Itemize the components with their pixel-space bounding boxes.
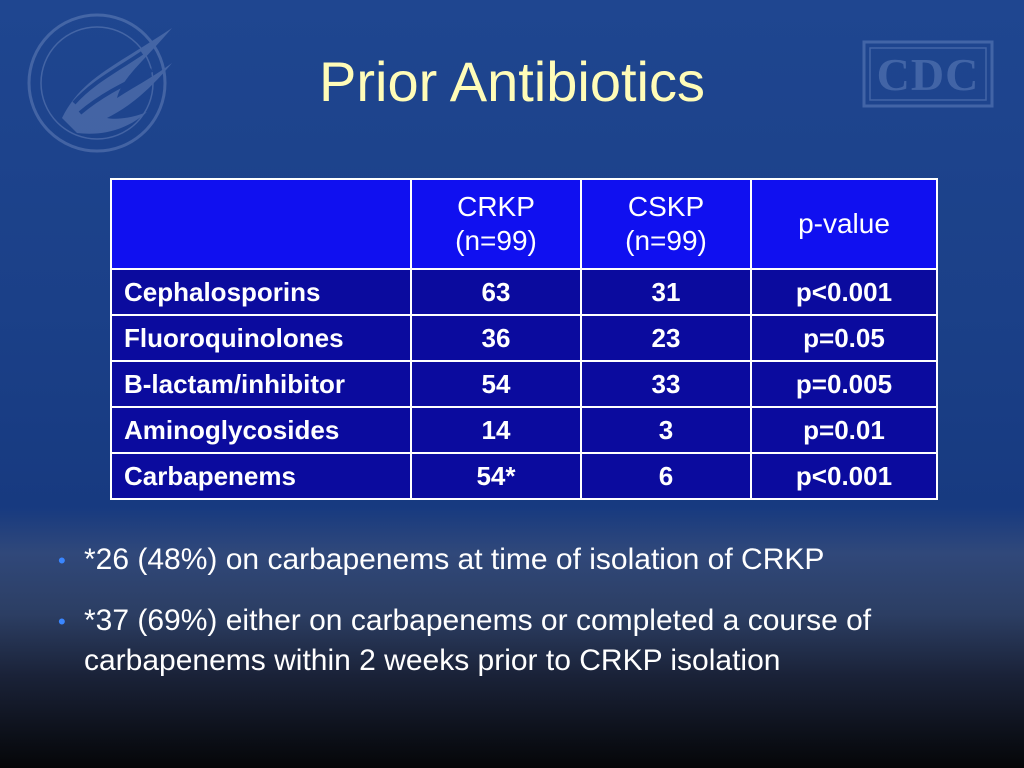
header-cskp: CSKP (n=99): [580, 178, 752, 270]
crkp-value: 63: [410, 268, 582, 316]
footnote-text: *26 (48%) on carbapenems at time of isol…: [84, 543, 825, 576]
row-label: B-lactam/inhibitor: [110, 360, 412, 408]
footnotes: • *26 (48%) on carbapenems at time of is…: [58, 540, 958, 702]
header-empty-cell: [110, 178, 411, 270]
crkp-value: 54: [410, 360, 582, 408]
row-label: Fluoroquinolones: [110, 314, 412, 362]
p-value: p=0.05: [750, 314, 938, 362]
cdc-logo: CDC: [862, 40, 994, 108]
header-crkp: CRKP (n=99): [410, 178, 582, 270]
cskp-value: 3: [580, 406, 752, 454]
cskp-value: 6: [580, 452, 752, 500]
bullet-icon: •: [58, 548, 66, 573]
row-label: Aminoglycosides: [110, 406, 412, 454]
p-value: p<0.001: [750, 268, 938, 316]
crkp-value: 54*: [410, 452, 582, 500]
cskp-value: 33: [580, 360, 752, 408]
table-header-row: CRKP (n=99) CSKP (n=99) p-value: [110, 178, 938, 270]
crkp-value: 14: [410, 406, 582, 454]
slide-title: Prior Antibiotics: [319, 50, 705, 113]
row-label: Carbapenems: [110, 452, 412, 500]
antibiotics-table: CRKP (n=99) CSKP (n=99) p-value Cephalos…: [110, 178, 938, 500]
cdc-logo-text: CDC: [876, 49, 980, 100]
p-value: p=0.005: [750, 360, 938, 408]
hhs-eagle-seal-icon: [27, 13, 172, 153]
table-row: Carbapenems 54* 6 p<0.001: [110, 452, 938, 500]
table-row: Aminoglycosides 14 3 p=0.01: [110, 406, 938, 454]
p-value: p<0.001: [750, 452, 938, 500]
footnote-text: *37 (69%) either on carbapenems or compl…: [84, 604, 872, 677]
cskp-value: 23: [580, 314, 752, 362]
table-row: Cephalosporins 63 31 p<0.001: [110, 268, 938, 316]
table-row: Fluoroquinolones 36 23 p=0.05: [110, 314, 938, 362]
crkp-value: 36: [410, 314, 582, 362]
cskp-value: 31: [580, 268, 752, 316]
row-label: Cephalosporins: [110, 268, 412, 316]
header-pvalue: p-value: [750, 178, 938, 270]
bullet-icon: •: [58, 609, 66, 634]
p-value: p=0.01: [750, 406, 938, 454]
hhs-seal-logo: [22, 8, 192, 158]
footnote-item: • *37 (69%) either on carbapenems or com…: [58, 601, 958, 681]
footnote-item: • *26 (48%) on carbapenems at time of is…: [58, 540, 958, 580]
table-row: B-lactam/inhibitor 54 33 p=0.005: [110, 360, 938, 408]
